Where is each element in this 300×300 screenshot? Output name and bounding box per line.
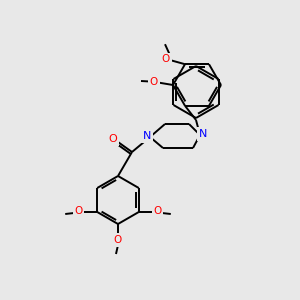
Text: N: N [199, 129, 207, 139]
Text: O: O [109, 134, 117, 144]
Text: O: O [74, 206, 82, 216]
Text: O: O [162, 54, 170, 64]
Text: N: N [143, 131, 151, 141]
Text: O: O [150, 77, 158, 87]
Text: O: O [113, 235, 121, 245]
Text: O: O [154, 206, 162, 216]
